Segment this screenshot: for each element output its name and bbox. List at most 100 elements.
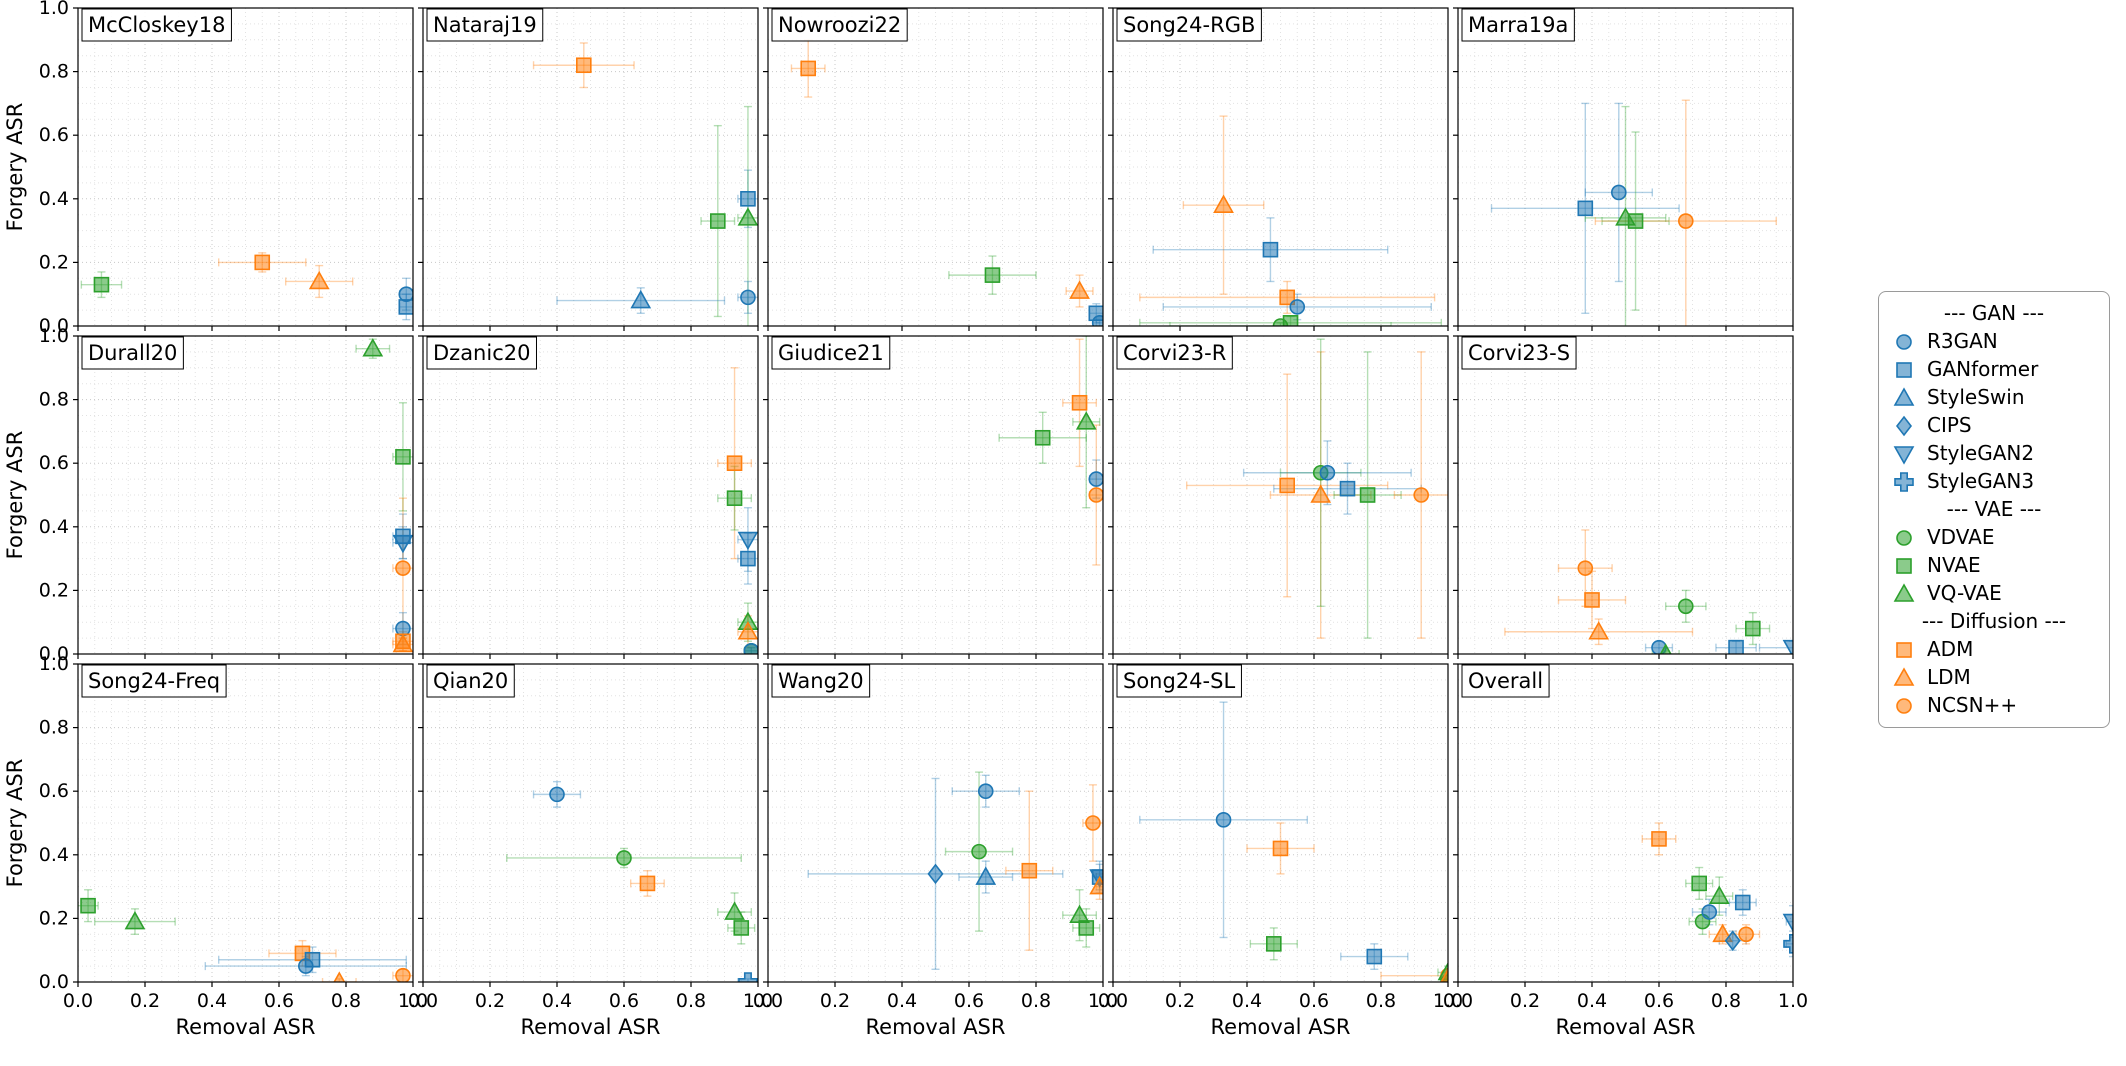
data-point-R3GAN xyxy=(1091,315,1103,326)
data-point-R3GAN xyxy=(743,643,758,654)
data-point-R3GAN xyxy=(1215,812,1232,828)
data-point-LDM xyxy=(1069,280,1090,299)
circle-icon xyxy=(1896,333,1912,350)
legend-item-label: R3GAN xyxy=(1927,329,1998,353)
data-point-R3GAN xyxy=(740,289,756,306)
data-point-StyleSwin xyxy=(975,866,997,885)
data-point-LDM xyxy=(308,270,330,290)
x-tick-label: 0.0 xyxy=(753,990,783,1012)
data-point-R3GAN xyxy=(1611,184,1627,201)
plot-area xyxy=(1641,822,1793,958)
legend-item-label: StyleGAN3 xyxy=(1927,469,2035,493)
panel-title: Overall xyxy=(1468,669,1543,693)
panel-Nowroozi22: Nowroozi22 xyxy=(763,7,1104,331)
x-axis-label: Removal ASR xyxy=(521,1015,661,1039)
panel-title: Song24-RGB xyxy=(1123,13,1255,37)
data-point-ADM xyxy=(1071,394,1088,411)
data-point-ADM xyxy=(1279,289,1295,306)
x-tick-label: 0.6 xyxy=(1644,990,1674,1012)
triangle-up-icon xyxy=(1893,582,1915,602)
x-tick-label: 0.0 xyxy=(1443,990,1473,1012)
panel-Song24-RGB: Song24-RGB xyxy=(1108,7,1449,331)
y-tick-label: 0.2 xyxy=(39,907,69,929)
legend: --- GAN --- R3GAN GANformer StyleSwin CIPS St… xyxy=(1878,291,2110,728)
x-tick-label: 0.8 xyxy=(676,990,706,1012)
data-point-LDM xyxy=(1213,194,1234,213)
x-tick-label: 0.4 xyxy=(887,990,917,1012)
plot-area xyxy=(807,771,1103,970)
data-point-VQ-VAE xyxy=(737,207,758,226)
panel-Song24-SL: 0.0 0.2 0.4 0.6 0.8 1.0 Removal ASR Song24-SL xyxy=(1098,663,1463,1039)
data-point-LDM xyxy=(333,971,346,982)
y-axis-label: Forgery ASR xyxy=(3,103,27,232)
panel-title-box xyxy=(81,664,227,698)
x-tick-label: 0.6 xyxy=(954,990,984,1012)
x-tick-label: 0.8 xyxy=(1366,990,1396,1012)
data-point-GANformer xyxy=(1734,894,1751,911)
circle-icon xyxy=(1896,697,1912,714)
plot-area xyxy=(717,367,758,654)
data-point-CIPS xyxy=(1724,930,1741,951)
y-tick-label: 0.0 xyxy=(39,315,69,337)
data-point-LDM xyxy=(737,621,758,640)
y-tick-label: 0.8 xyxy=(39,389,69,411)
y-tick-label: 0.4 xyxy=(39,188,69,210)
panel-title-box xyxy=(1116,336,1233,370)
panel-title: Corvi23-S xyxy=(1468,341,1570,365)
data-point-NVAE xyxy=(1691,875,1707,892)
panel-title: Wang20 xyxy=(778,669,864,693)
plot-area xyxy=(80,252,413,321)
data-point-StyleSwin xyxy=(630,289,652,309)
data-point-ADM xyxy=(254,254,271,271)
data-point-GANformer xyxy=(1728,639,1744,654)
data-point-VQ-VAE xyxy=(124,910,146,930)
legend-item-label: VQ-VAE xyxy=(1927,581,2002,605)
x-tick-label: 1.0 xyxy=(398,990,428,1012)
plot-area xyxy=(78,889,413,982)
x-tick-label: 0.4 xyxy=(1577,990,1607,1012)
x-tick-label: 0.8 xyxy=(1711,990,1741,1012)
data-point-R3GAN xyxy=(1319,464,1336,481)
data-point-LDM xyxy=(1089,875,1103,895)
data-point-NVAE xyxy=(93,276,110,293)
data-point-NCSN++ xyxy=(1413,487,1430,503)
legend-item-label: ADM xyxy=(1927,637,1974,661)
y-tick-label: 0.0 xyxy=(39,643,69,665)
data-point-NVAE xyxy=(1034,429,1051,446)
legend-item-stylegan2: StyleGAN2 xyxy=(1891,440,2097,467)
panel-title: Qian20 xyxy=(433,669,508,693)
x-tick-label: 0.8 xyxy=(331,990,361,1012)
data-point-R3GAN xyxy=(1701,904,1718,920)
data-point-LDM xyxy=(1310,484,1332,503)
plot-area xyxy=(1490,99,1777,326)
diamond-icon xyxy=(1895,415,1913,436)
data-point-VQ-VAE xyxy=(1708,885,1730,904)
legend-item-label: LDM xyxy=(1927,665,1971,689)
data-point-LDM xyxy=(1440,968,1448,982)
panel-Wang20: 0.0 0.2 0.4 0.6 0.8 1.0 Removal ASR Wang20 xyxy=(753,663,1118,1039)
panel-title-box xyxy=(1116,664,1242,698)
legend-item-vdvae: VDVAE xyxy=(1891,524,2097,551)
data-point-NVAE xyxy=(1078,920,1095,936)
plot-area xyxy=(998,336,1103,566)
legend-item-label: GANformer xyxy=(1927,357,2039,381)
panel-title-box xyxy=(426,336,537,370)
legend-item-ldm: LDM xyxy=(1891,664,2097,691)
x-tick-label: 1.0 xyxy=(743,990,773,1012)
panel-McCloskey18: 0.0 0.2 0.4 0.6 0.8 1.0 Forgery ASR McCloskey18 xyxy=(3,0,414,337)
circle-icon xyxy=(1896,697,1912,714)
legend-item-label: NVAE xyxy=(1927,553,1981,577)
data-point-R3GAN xyxy=(298,958,314,974)
x-tick-label: 0.0 xyxy=(1098,990,1128,1012)
data-point-ADM xyxy=(639,875,656,892)
y-tick-label: 1.0 xyxy=(39,653,69,675)
data-point-StyleGAN2 xyxy=(1782,639,1793,654)
panel-title: McCloskey18 xyxy=(88,13,225,37)
y-axis-label: Forgery ASR xyxy=(3,431,27,560)
data-point-ADM xyxy=(1279,477,1295,494)
panel-title-box xyxy=(426,664,515,698)
data-point-VDVAE xyxy=(971,843,987,860)
data-point-R3GAN xyxy=(549,786,565,803)
data-point-R3GAN xyxy=(395,620,411,637)
triangle-down-icon xyxy=(1893,445,1915,465)
